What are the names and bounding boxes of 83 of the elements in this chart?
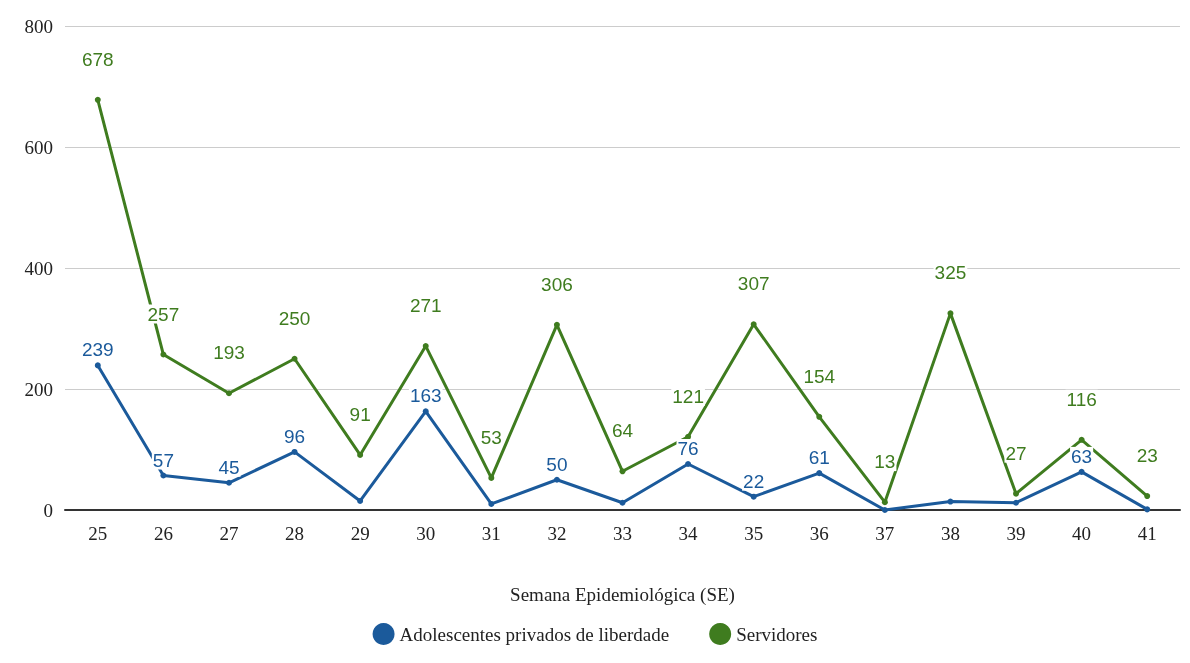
point [160,351,167,358]
y-tick-label: 400 [24,257,53,279]
legend-label: Adolescentes privados de liberdade [399,623,670,645]
data-label: 22 [743,470,765,492]
x-tick-label: 39 [1006,523,1026,544]
data-label: 64 [611,420,634,442]
x-tick-label: 26 [153,523,173,544]
data-label: 193 [213,342,245,364]
data-label: 163 [409,385,442,407]
point [553,321,560,328]
data-label: 678 [81,48,114,70]
data-label: 76 [677,438,699,460]
data-label: 96 [283,425,306,447]
point [685,461,692,468]
x-tick-label: 28 [285,523,305,544]
point [94,362,101,369]
point [750,493,757,500]
y-tick-label: 800 [24,15,53,37]
point [619,468,626,475]
data-label: 13 [874,451,896,473]
x-tick-label: 27 [219,523,239,544]
data-label: 250 [278,307,311,329]
point [1078,468,1085,475]
x-tick-label: 36 [809,523,829,544]
data-label: 116 [1066,388,1097,410]
data-label: 50 [546,453,568,475]
x-tick-label: 29 [350,523,370,544]
x-tick-label: 37 [875,523,895,544]
point [225,390,232,397]
data-label: 61 [808,447,830,469]
data-label: 53 [480,426,502,448]
data-label: 257 [147,303,180,325]
point [488,500,495,507]
x-tick-label: 34 [678,523,699,544]
data-label: 154 [803,365,836,387]
data-label: 27 [1005,442,1027,464]
point [553,476,560,483]
point [1078,436,1085,443]
point [881,507,888,513]
point [291,355,298,362]
x-tick-label: 25 [88,523,108,544]
point [1144,493,1151,500]
point [1013,490,1020,497]
data-label: 325 [934,262,967,284]
point [225,479,232,486]
point [357,497,364,504]
point [750,321,757,328]
data-label: 63 [1071,445,1093,467]
point [291,448,298,455]
data-label: 57 [152,449,174,471]
y-tick-label: 200 [24,378,53,400]
data-label: 271 [409,295,442,317]
x-tick-label: 33 [613,523,632,544]
x-tick-label: 35 [744,523,764,544]
point [685,433,692,440]
y-tick-label: 0 [43,499,53,521]
point [1144,506,1151,513]
y-tick-label: 600 [24,136,53,158]
data-label: 239 [81,339,114,361]
point [881,499,888,506]
point [619,499,626,506]
legend-label: Servidores [736,623,818,645]
point [160,472,167,479]
point [94,96,101,103]
point [1013,499,1020,506]
data-label: 91 [349,403,371,425]
data-label: 307 [737,273,770,295]
data-label: 45 [218,456,240,478]
data-label: 306 [541,273,573,295]
x-tick-label: 38 [940,523,960,544]
x-tick-label: 30 [416,523,436,544]
data-label: 23 [1136,445,1158,467]
x-tick-label: 32 [547,523,567,544]
x-tick-label: 31 [481,523,501,544]
x-axis-title: Semana Epidemiológica (SE) [510,584,735,606]
point [816,413,823,420]
point [422,408,429,415]
x-tick-label: 41 [1137,523,1157,544]
point [816,470,823,477]
point [947,310,954,317]
point [947,498,954,505]
x-tick-label: 40 [1072,523,1092,544]
data-label: 121 [672,385,704,407]
